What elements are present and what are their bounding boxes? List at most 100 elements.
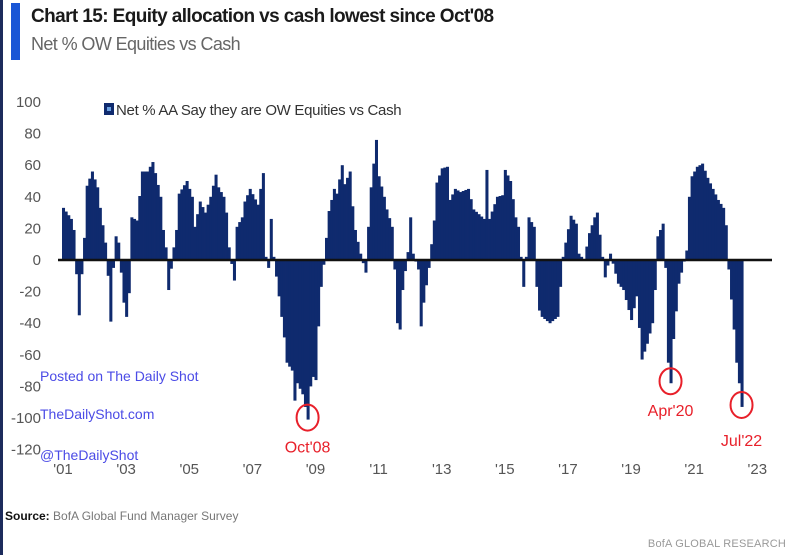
bar bbox=[616, 260, 620, 284]
y-tick-label: 80 bbox=[24, 126, 41, 143]
bar bbox=[96, 187, 100, 260]
bar bbox=[109, 260, 113, 322]
watermark-posted: Posted on The Daily Shot bbox=[40, 368, 199, 384]
bar bbox=[509, 181, 513, 260]
bar bbox=[488, 218, 492, 260]
bar bbox=[243, 201, 247, 260]
bar bbox=[353, 229, 357, 260]
bar bbox=[77, 260, 81, 316]
x-tick-label: '19 bbox=[621, 461, 641, 478]
bar bbox=[680, 260, 684, 273]
bar bbox=[443, 167, 447, 260]
bar bbox=[106, 260, 110, 276]
bar bbox=[451, 194, 455, 260]
bar bbox=[453, 188, 457, 260]
bar bbox=[198, 201, 202, 260]
bar bbox=[540, 260, 544, 317]
bar bbox=[727, 260, 731, 270]
bar bbox=[177, 193, 181, 260]
chart-subtitle: Net % OW Equities vs Cash bbox=[31, 34, 241, 54]
bar bbox=[640, 260, 644, 360]
bar bbox=[156, 184, 160, 260]
bar bbox=[327, 211, 331, 260]
bar bbox=[427, 260, 431, 268]
bar bbox=[527, 217, 531, 260]
bar bbox=[422, 260, 426, 303]
bar bbox=[322, 260, 326, 265]
bar bbox=[674, 260, 678, 312]
bar bbox=[367, 226, 371, 260]
x-axis: '01 '03 '05 '07 '09 '11 '13 '15 '17 '19 '21 '23 bbox=[53, 461, 767, 478]
bar bbox=[590, 225, 594, 260]
bar bbox=[361, 260, 365, 264]
bar bbox=[382, 196, 386, 260]
bar bbox=[719, 203, 723, 260]
bar bbox=[564, 242, 568, 260]
bar bbox=[127, 260, 131, 294]
bar bbox=[606, 260, 610, 266]
bar bbox=[545, 260, 549, 322]
bar bbox=[225, 212, 229, 260]
bar bbox=[259, 188, 263, 260]
annotation-circle bbox=[295, 403, 320, 432]
bar bbox=[111, 260, 115, 268]
bar bbox=[403, 260, 407, 272]
bar bbox=[459, 192, 463, 260]
bar bbox=[438, 175, 442, 260]
bar bbox=[201, 207, 205, 260]
bar bbox=[659, 229, 663, 260]
bar bbox=[409, 217, 413, 260]
bar bbox=[737, 260, 741, 384]
bar bbox=[356, 241, 360, 260]
y-tick-label: 40 bbox=[24, 189, 41, 206]
bar bbox=[614, 260, 618, 274]
bar bbox=[303, 260, 307, 407]
bar bbox=[635, 260, 639, 297]
bar bbox=[122, 260, 126, 303]
bar bbox=[340, 165, 344, 260]
bar bbox=[311, 260, 315, 377]
bar bbox=[511, 199, 515, 260]
x-tick-label: '07 bbox=[243, 461, 263, 478]
bar bbox=[267, 260, 271, 268]
x-tick-label: '11 bbox=[369, 461, 387, 478]
bar bbox=[332, 188, 336, 260]
bar bbox=[167, 260, 171, 291]
bar bbox=[369, 187, 373, 260]
bar bbox=[485, 169, 489, 260]
bar bbox=[190, 196, 194, 260]
bar bbox=[230, 260, 234, 264]
bar bbox=[706, 177, 710, 260]
bar bbox=[559, 260, 563, 287]
x-tick-label: '23 bbox=[748, 461, 768, 478]
bar bbox=[506, 175, 510, 260]
y-tick-label: -80 bbox=[19, 378, 41, 395]
bar bbox=[551, 260, 555, 322]
annotation-circle bbox=[658, 367, 683, 396]
bar bbox=[703, 170, 707, 260]
bar bbox=[477, 214, 481, 260]
bar bbox=[693, 171, 697, 260]
bar bbox=[701, 163, 705, 260]
y-tick-label: 0 bbox=[33, 252, 41, 269]
bar bbox=[269, 218, 273, 260]
annotation-circle bbox=[729, 390, 754, 419]
bar bbox=[448, 199, 452, 260]
bar bbox=[698, 165, 702, 260]
bar bbox=[172, 247, 176, 260]
bar bbox=[98, 207, 102, 260]
bar bbox=[740, 260, 744, 407]
bar bbox=[396, 260, 400, 324]
legend-swatch-dot bbox=[107, 107, 111, 111]
bar-series bbox=[62, 139, 744, 420]
y-tick-label: 60 bbox=[24, 157, 41, 174]
bar bbox=[222, 196, 226, 260]
x-tick-label: '21 bbox=[684, 461, 704, 478]
bar bbox=[643, 260, 647, 352]
bar bbox=[193, 226, 197, 260]
bar bbox=[206, 204, 210, 260]
bar bbox=[319, 260, 323, 287]
y-tick-label: 100 bbox=[16, 94, 41, 111]
bar bbox=[338, 179, 342, 260]
bar bbox=[309, 260, 313, 387]
